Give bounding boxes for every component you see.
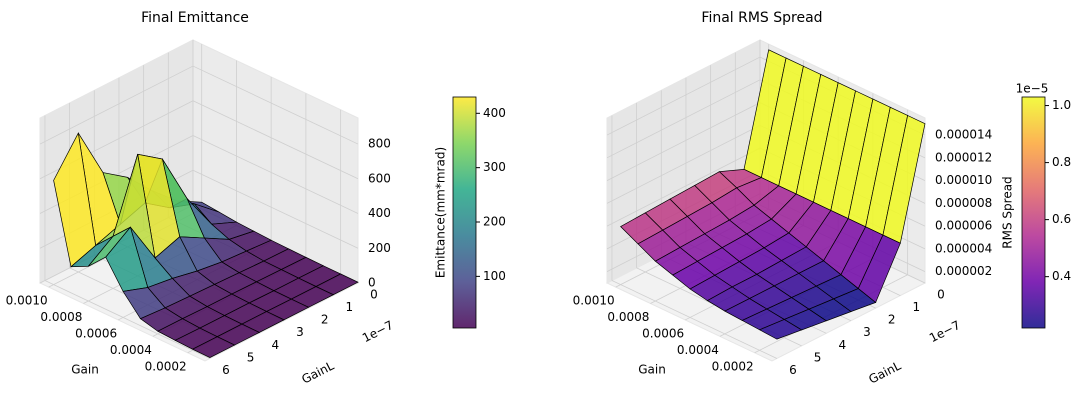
x-tick-label: 0.0002 <box>145 359 187 373</box>
y-axis-label: GainL <box>299 358 336 386</box>
y-tick-label: 4 <box>838 338 846 352</box>
x-tick-label: 0.0010 <box>573 294 615 308</box>
x-tick-label: 0.0004 <box>677 343 719 357</box>
grid-line <box>606 102 761 181</box>
y-tick-label: 2 <box>321 313 329 327</box>
z-tick-label: 0.000012 <box>935 150 992 164</box>
colorbar-tick-label: 200 <box>483 215 506 229</box>
z-tick-label: 0.000010 <box>935 173 992 187</box>
y-tick-label: 0 <box>370 288 378 302</box>
y-offset-label: 1e−7 <box>927 318 963 345</box>
z-tick-label: 0.000006 <box>935 219 992 233</box>
z-tick-label: 0.000014 <box>935 128 992 142</box>
z-tick-label: 600 <box>368 171 391 185</box>
colorbar-label: Emittance(mm*mrad) <box>434 147 448 278</box>
grid-line <box>606 56 761 136</box>
colorbar <box>1021 96 1046 329</box>
z-tick-label: 0.000002 <box>935 264 992 278</box>
y-tick-label: 1 <box>346 300 354 314</box>
chart-title: Final Emittance <box>141 10 249 26</box>
grid-line <box>192 135 359 214</box>
colorbar-label: RMS Spread <box>1001 176 1015 248</box>
grid-line <box>611 280 778 359</box>
grid-line <box>39 65 194 145</box>
x-tick-label: 0.0006 <box>75 326 117 340</box>
y-tick-label: 6 <box>789 363 797 377</box>
x-tick-label: 0.0008 <box>40 310 82 324</box>
x-axis-label: Gain <box>638 363 666 377</box>
colorbar-tick-label: 100 <box>483 269 506 283</box>
grid-line <box>192 65 359 145</box>
y-tick-label: 1 <box>913 300 921 314</box>
x-axis-label: Gain <box>71 363 99 377</box>
surface-face <box>758 319 803 340</box>
colorbar-tick-label: 0.8 <box>1052 155 1071 169</box>
colorbar-tick-label: 1.0 <box>1052 98 1071 112</box>
colorbar-tick-label: 0.6 <box>1052 212 1071 226</box>
x-tick-label: 0.0002 <box>712 359 754 373</box>
y-tick-label: 6 <box>222 363 230 377</box>
grid-line <box>192 169 359 249</box>
y-offset-label: 1e−7 <box>360 318 396 345</box>
z-tick-label: 0.000004 <box>935 241 992 255</box>
y-tick-label: 2 <box>888 313 896 327</box>
z-tick-label: 0.000008 <box>935 196 992 210</box>
x-tick-label: 0.0008 <box>607 310 649 324</box>
grid-line <box>606 124 761 204</box>
colorbar-tick-label: 0.4 <box>1052 269 1071 283</box>
grid-line <box>44 280 211 359</box>
y-axis-label: GainL <box>866 358 903 386</box>
grid-line <box>192 100 359 180</box>
y-tick-label: 5 <box>814 350 822 364</box>
z-tick-label: 400 <box>368 206 391 220</box>
colorbar <box>452 96 477 329</box>
colorbar-tick-label: 300 <box>483 160 506 174</box>
surface-face <box>191 336 236 359</box>
grid-line <box>606 79 761 159</box>
z-tick-label: 200 <box>368 241 391 255</box>
x-tick-label: 0.0004 <box>110 343 152 357</box>
x-tick-label: 0.0010 <box>6 294 48 308</box>
colorbar-tick-label: 400 <box>483 106 506 120</box>
y-tick-label: 4 <box>271 338 279 352</box>
z-tick-label: 0 <box>368 276 376 290</box>
y-tick-label: 3 <box>863 325 871 339</box>
y-tick-label: 5 <box>247 350 255 364</box>
colorbar-offset-label: 1e−5 <box>1016 82 1049 96</box>
grid-line <box>606 147 761 227</box>
chart-title: Final RMS Spread <box>701 10 822 26</box>
z-tick-label: 800 <box>368 137 391 151</box>
y-tick-label: 3 <box>296 325 304 339</box>
y-tick-label: 0 <box>937 288 945 302</box>
x-tick-label: 0.0006 <box>642 326 684 340</box>
